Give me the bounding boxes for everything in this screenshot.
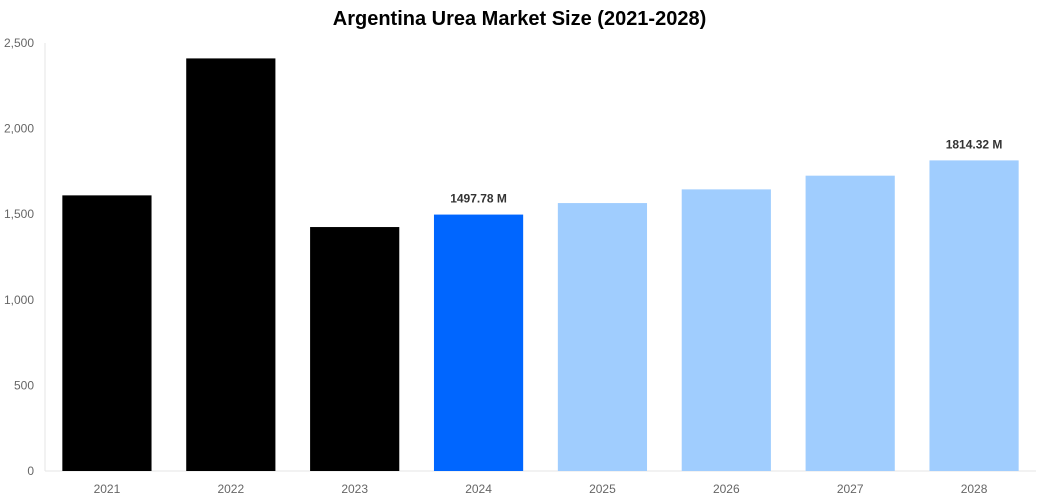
- bar-2025[interactable]: [557, 203, 648, 471]
- bar-2028[interactable]: [929, 160, 1019, 471]
- bar-2022[interactable]: [186, 58, 276, 472]
- x-tick-label: 2025: [589, 482, 616, 496]
- y-tick-label: 2,000: [4, 122, 34, 136]
- data-label-2028: 1814.32 M: [946, 137, 1003, 151]
- x-tick-label: 2023: [341, 482, 368, 496]
- bar-2023[interactable]: [310, 227, 400, 471]
- x-tick-label: 2026: [713, 482, 740, 496]
- x-tick-label: 2027: [837, 482, 864, 496]
- y-tick-label: 500: [14, 378, 34, 392]
- data-label-2024: 1497.78 M: [450, 192, 507, 206]
- y-tick-label: 0: [27, 464, 34, 478]
- y-axis-ticks: 0 500 1,000 1,500 2,000 2,500: [4, 36, 34, 478]
- x-tick-label: 2021: [94, 482, 121, 496]
- y-tick-label: 1,500: [4, 207, 34, 221]
- y-tick-label: 2,500: [4, 36, 34, 50]
- bar-2026[interactable]: [681, 189, 771, 471]
- bar-2021[interactable]: [62, 195, 152, 472]
- x-tick-label: 2028: [961, 482, 988, 496]
- bar-2027[interactable]: [805, 175, 895, 471]
- data-labels-group: 1497.78 M 1814.32 M: [450, 137, 1002, 205]
- x-tick-label: 2024: [465, 482, 492, 496]
- x-tick-label: 2022: [217, 482, 244, 496]
- y-tick-label: 1,000: [4, 293, 34, 307]
- x-axis-ticks: 2021 2022 2023 2024 2025 2026 2027 2028: [94, 482, 988, 496]
- chart-title: Argentina Urea Market Size (2021-2028): [332, 8, 707, 30]
- bar-2024[interactable]: [433, 214, 524, 471]
- bars-group: [62, 58, 1019, 472]
